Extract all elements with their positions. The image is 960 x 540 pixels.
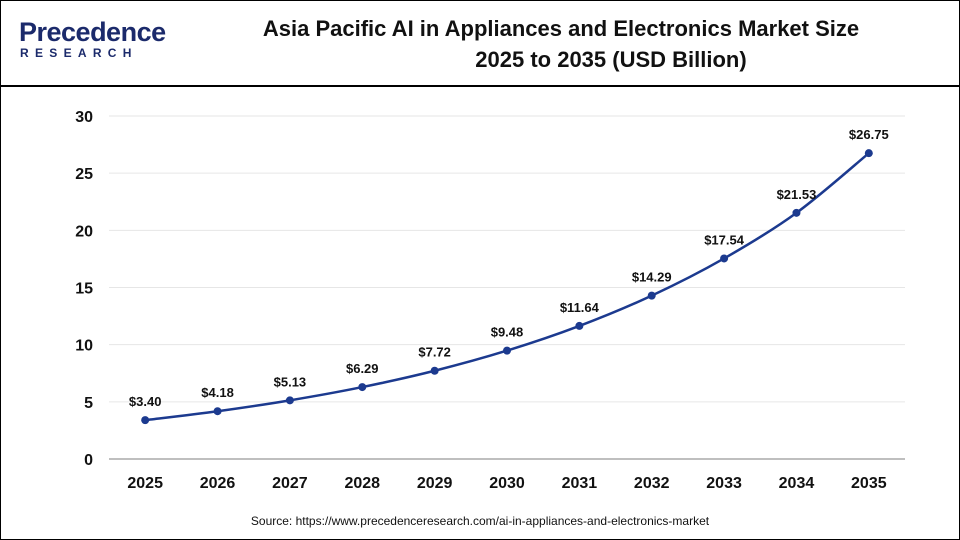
x-tick-label: 2032 xyxy=(634,475,670,492)
x-tick-label: 2034 xyxy=(779,475,815,492)
x-tick-label: 2029 xyxy=(417,475,453,492)
logo-subtitle: RESEARCH xyxy=(20,46,138,60)
y-tick-label: 15 xyxy=(75,281,93,298)
data-label: $3.40 xyxy=(129,394,162,409)
source-note: Source: https://www.precedenceresearch.c… xyxy=(250,514,710,528)
data-label: $5.13 xyxy=(274,374,307,389)
data-label: $9.48 xyxy=(491,325,524,340)
data-point xyxy=(213,407,222,416)
x-tick-label: 2026 xyxy=(200,475,236,492)
y-tick-label: 20 xyxy=(75,223,93,240)
data-point xyxy=(141,416,150,425)
data-label: $26.75 xyxy=(849,127,889,142)
header: Precedence RESEARCH Asia Pacific AI in A… xyxy=(1,1,959,87)
data-label: $11.64 xyxy=(560,300,600,315)
y-tick-label: 5 xyxy=(84,395,93,412)
chart-title-line-1: Asia Pacific AI in Appliances and Electr… xyxy=(262,16,860,41)
x-tick-label: 2031 xyxy=(562,475,598,492)
data-label: $14.29 xyxy=(632,270,672,285)
y-tick-label: 10 xyxy=(75,338,93,355)
data-point xyxy=(430,366,439,375)
y-tick-label: 25 xyxy=(75,166,93,183)
data-point xyxy=(575,321,584,330)
data-point xyxy=(285,396,294,405)
series-line xyxy=(145,152,870,422)
x-tick-label: 2030 xyxy=(489,475,525,492)
y-tick-label: 30 xyxy=(75,109,93,126)
x-tick-label: 2035 xyxy=(851,475,887,492)
logo-wordmark: Precedence xyxy=(19,17,166,47)
x-tick-label: 2028 xyxy=(344,475,380,492)
data-point xyxy=(864,149,873,158)
x-tick-label: 2033 xyxy=(706,475,742,492)
data-label: $6.29 xyxy=(346,361,379,376)
chart-title-line-2: 2025 to 2035 (USD Billion) xyxy=(475,47,747,72)
data-point xyxy=(358,383,367,392)
data-label: $17.54 xyxy=(704,232,745,247)
x-tick-label: 2025 xyxy=(127,475,163,492)
data-point xyxy=(503,346,511,355)
data-point xyxy=(647,291,656,300)
logo: Precedence RESEARCH xyxy=(19,17,169,65)
data-label: $4.18 xyxy=(201,385,234,400)
data-label: $21.53 xyxy=(777,187,817,202)
data-point xyxy=(792,208,801,217)
data-label: $7.72 xyxy=(418,345,451,360)
data-point xyxy=(720,254,729,263)
y-tick-label: 0 xyxy=(84,452,93,469)
chart-title: Asia Pacific AI in Appliances and Electr… xyxy=(191,13,931,75)
x-tick-label: 2027 xyxy=(272,475,308,492)
